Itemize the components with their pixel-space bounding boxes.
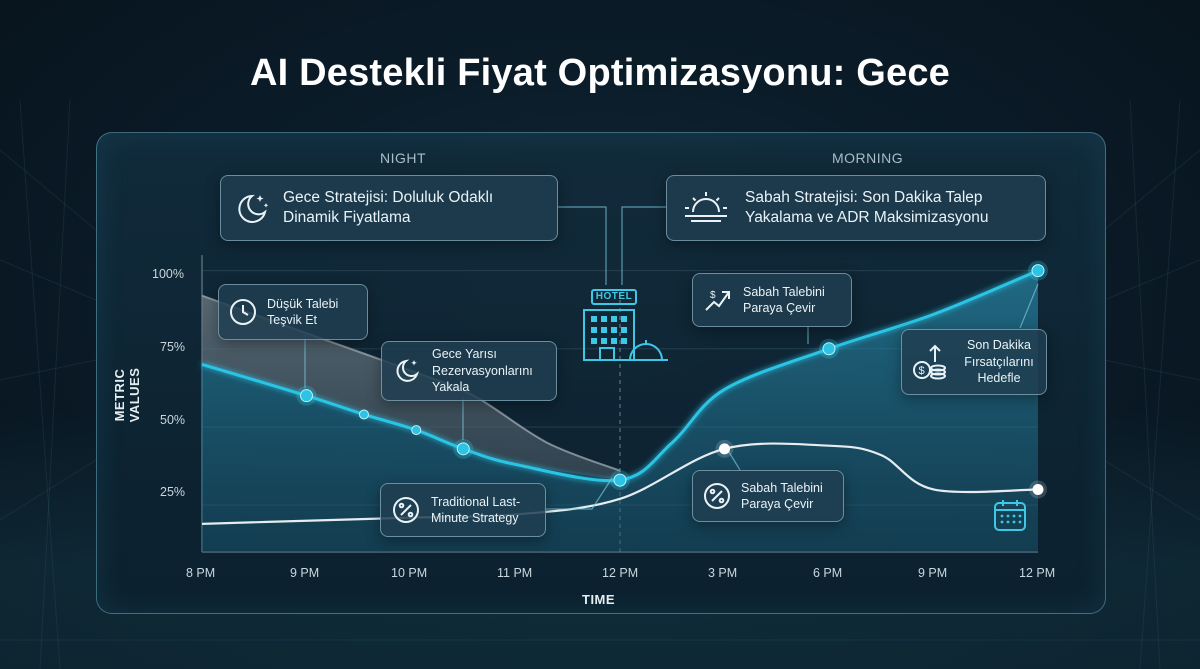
ai-price-marker [411,425,422,436]
page-title: AI Destekli Fiyat Optimizasyonu: Gece [249,52,951,94]
connector-opportunists [1019,283,1039,329]
x-tick-label: 6 PM [813,566,843,580]
connector-night-strategy [557,206,607,285]
y-tick-label: 75% [160,340,186,354]
calendar-icon [992,497,1028,533]
x-tick-label: 3 PM [708,566,738,580]
traditional-line [201,442,1039,525]
callout-low-demand-label: Düşük Talebi Teşvik Et [267,296,339,328]
ai-price-marker [358,409,369,420]
svg-text:$: $ [919,365,925,377]
ai-price-marker [1031,264,1045,278]
clock-icon [219,297,267,327]
ai-price-marker [456,442,470,456]
connector-morning-strategy [621,206,666,285]
moon-stars-icon [382,356,432,386]
ai-price-line [201,269,1039,483]
callout-traditional-label: Traditional Last-Minute Strategy [431,494,521,526]
night-strategy-label: Gece Stratejisi: Doluluk Odaklı Dinamik … [283,188,494,226]
ai-price-marker [822,342,836,356]
callout-morning-discount-label: Sabah Talebini Paraya Çevir [741,480,823,512]
section-label-morning: MORNING [832,150,904,166]
night-strategy-box: Gece Stratejisi: Doluluk Odaklı Dinamik … [220,175,558,241]
x-tick-label: 12 PM [602,566,639,580]
trend-up-money-icon: $ [693,284,743,316]
callout-morning-demand-label: Sabah Talebini Paraya Çevir [743,284,825,316]
x-tick-label: 12 PM [1019,566,1056,580]
coins-arrow-icon: $ [902,342,956,382]
callout-traditional: Traditional Last-Minute Strategy [380,483,546,537]
x-tick-label: 11 PM [497,566,533,580]
x-tick-label: 9 PM [918,566,948,580]
y-axis-title: METRIC VALUES [112,367,142,423]
y-tick-label: 50% [160,413,186,427]
percent-badge-icon [381,495,431,525]
y-tick-label: 25% [160,485,186,499]
moon-stars-icon [221,188,283,228]
morning-strategy-box: Sabah Stratejisi: Son Dakika Talep Yakal… [666,175,1046,241]
x-tick-label: 8 PM [186,566,216,580]
callout-morning-discount: Sabah Talebini Paraya Çevir [692,470,844,522]
traditional-marker [1032,483,1044,495]
percent-badge-icon [693,481,741,511]
traditional-marker [719,443,730,455]
section-label-night: NIGHT [380,150,427,166]
sunrise-icon [667,188,745,228]
callout-opportunists-label: Son Dakika Fırsatçılarını Hedefle [964,338,1034,386]
svg-text:$: $ [710,290,716,301]
callout-morning-demand: $ Sabah Talebini Paraya Çevir [692,273,852,327]
callout-midnight-label: Gece Yarısı Rezervasyonlarını Yakala [432,347,533,395]
morning-strategy-label: Sabah Stratejisi: Son Dakika Talep Yakal… [745,188,989,226]
callout-low-demand: Düşük Talebi Teşvik Et [218,284,368,340]
x-axis-title: TIME [582,592,616,607]
ai-price-marker [613,473,627,487]
x-tick-label: 10 PM [391,566,428,580]
hotel-sign-text: HOTEL [595,291,633,302]
callout-opportunists: $ Son Dakika Fırsatçılarını Hedefle [901,329,1047,395]
callout-midnight: Gece Yarısı Rezervasyonlarını Yakala [381,341,557,401]
connector-traditional [544,477,613,510]
hotel-icon: HOTEL [578,288,674,364]
x-tick-label: 9 PM [290,566,320,580]
ai-price-marker [300,389,313,403]
y-tick-label: 100% [152,267,184,281]
